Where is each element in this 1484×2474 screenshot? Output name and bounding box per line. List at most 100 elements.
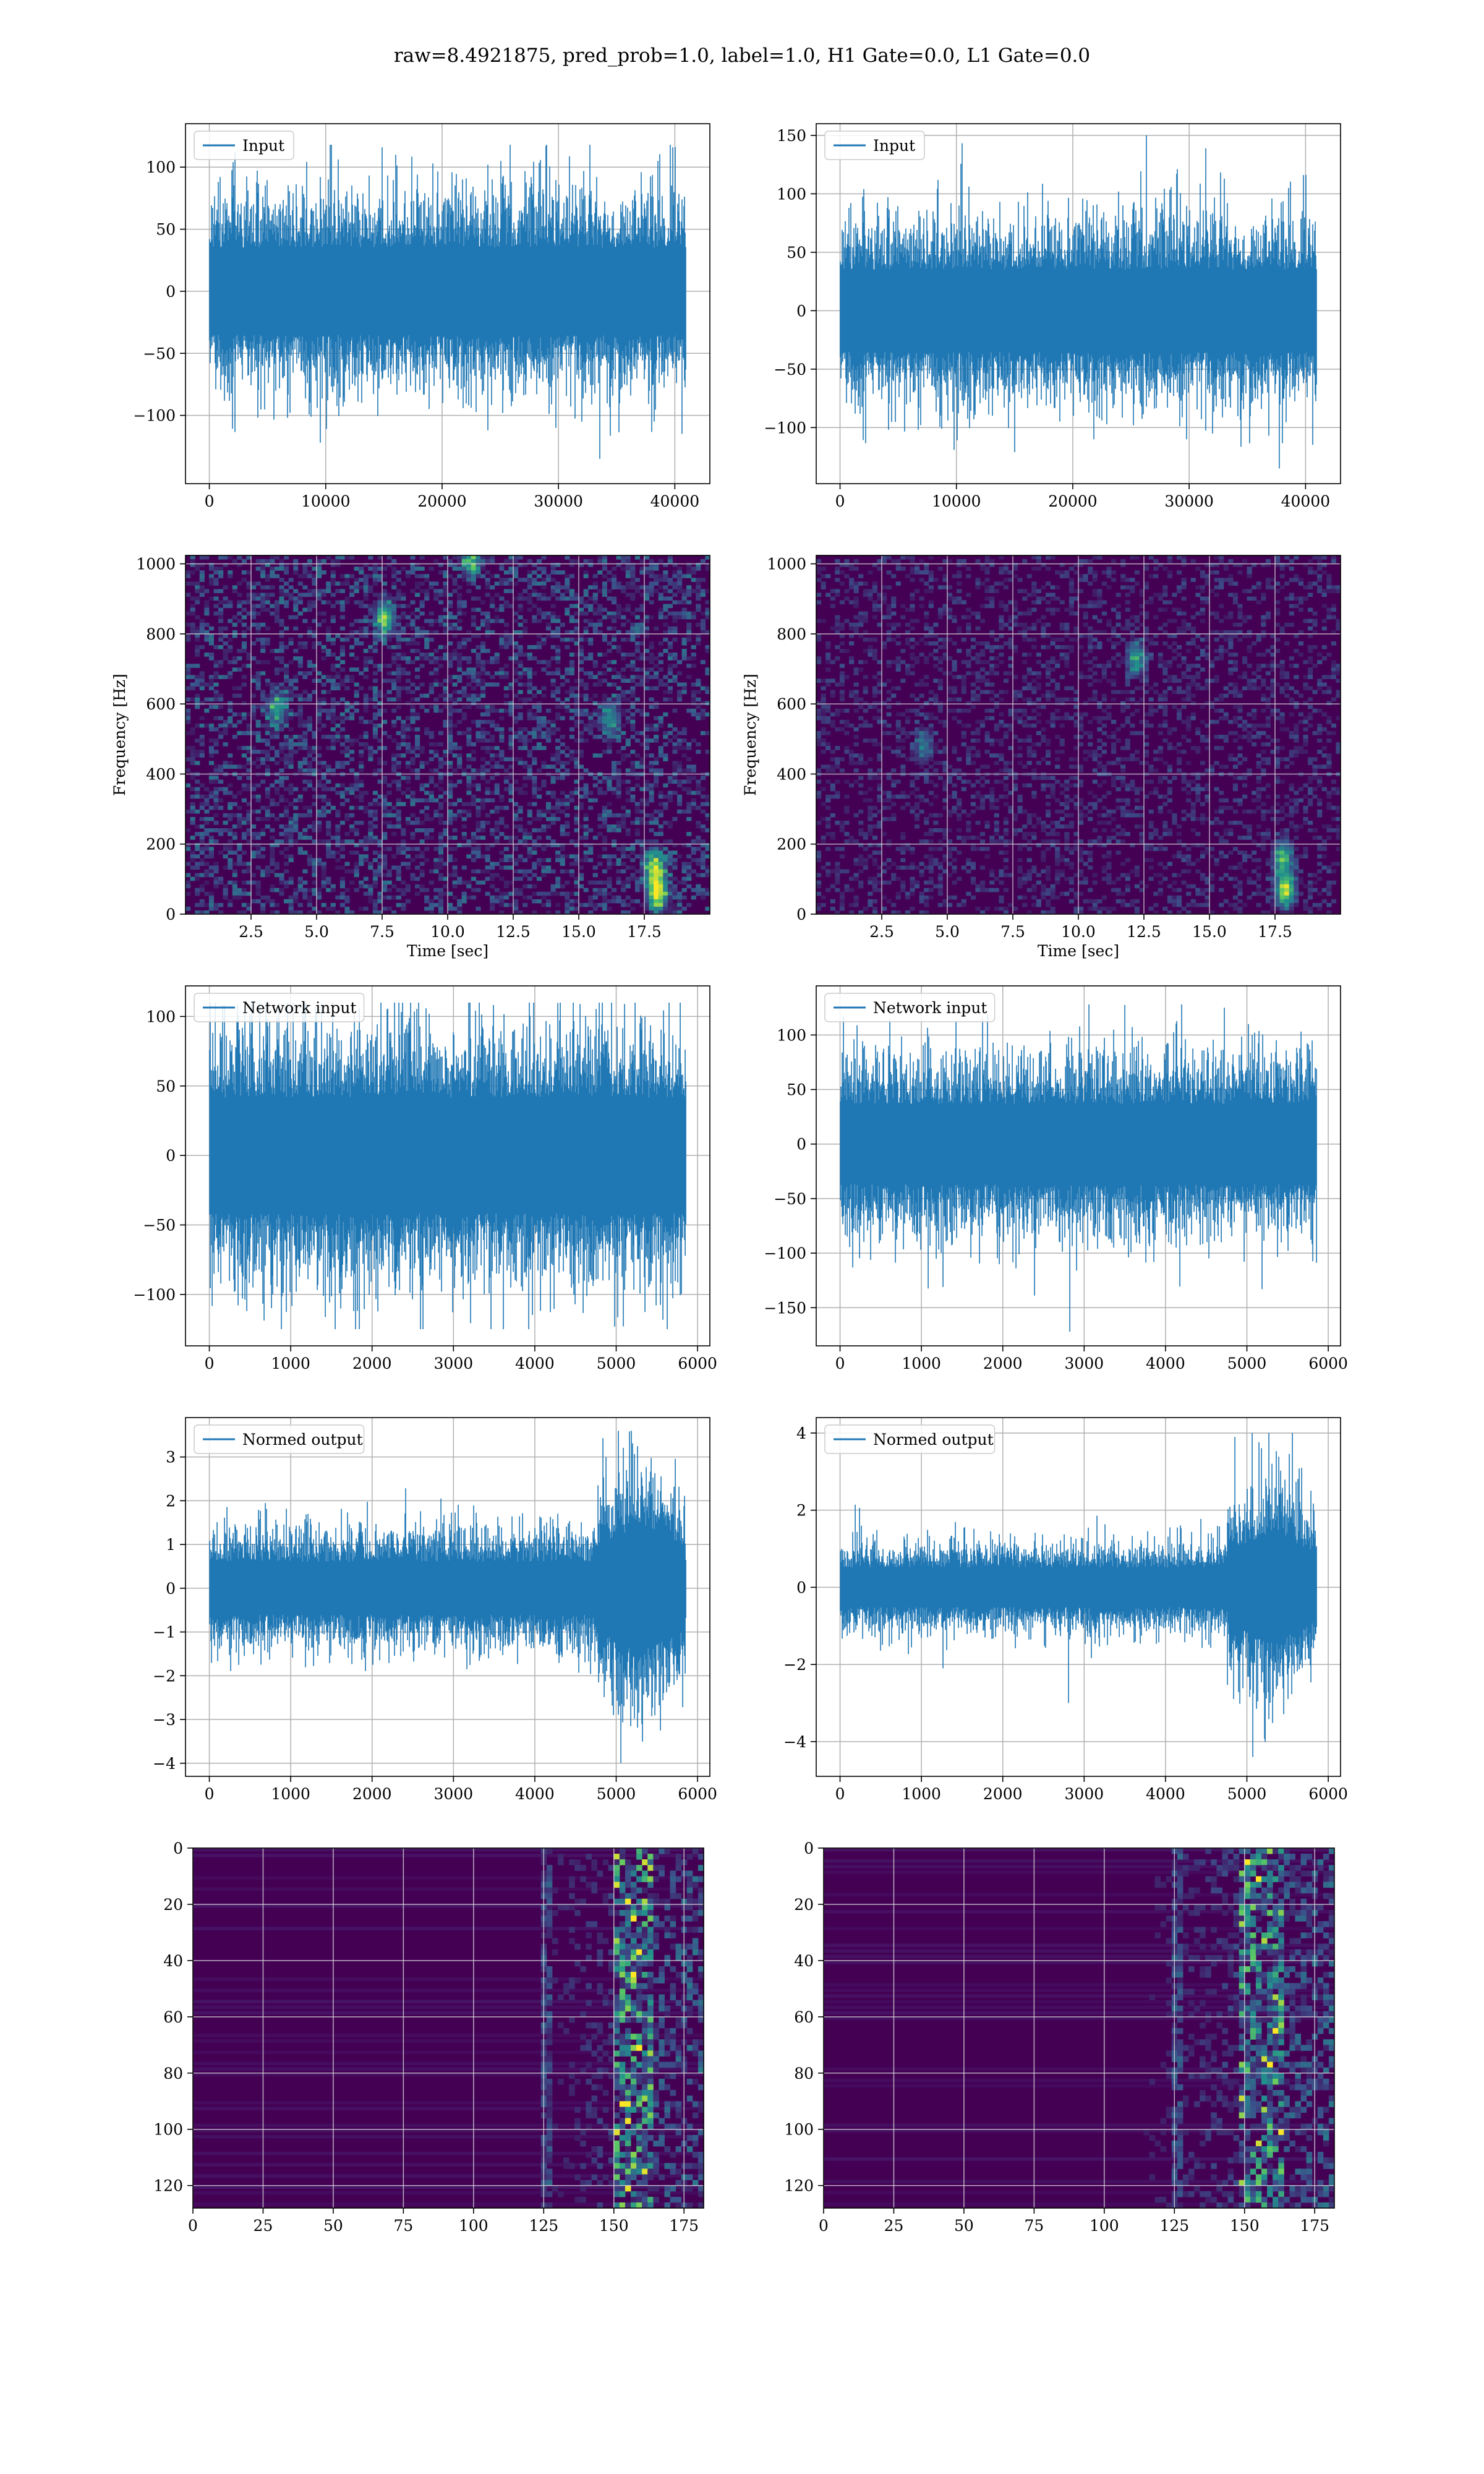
spec-h1-cell (452, 675, 458, 679)
spec-h1-cell (644, 902, 650, 907)
spec-h1-cell (494, 708, 500, 713)
spec-h1-cell (237, 730, 242, 735)
spec-h1-cell (583, 888, 589, 892)
spec-h1-cell (499, 798, 505, 803)
spec-h1-cell (401, 611, 406, 616)
spec-h1-cell (302, 757, 308, 761)
spec-h1-cell (658, 559, 663, 563)
spec-h1-cell (237, 895, 242, 900)
spec-h1-cell (546, 708, 552, 713)
spec-h1-cell (667, 690, 673, 695)
spec-h1-cell (588, 798, 594, 803)
spec-h1-cell (195, 637, 200, 642)
spec-h1-cell (349, 757, 355, 761)
spec-h1-cell (555, 746, 561, 750)
spec-h1-cell (471, 895, 477, 900)
spec-h1-cell (359, 671, 364, 675)
spec-h1-cell (485, 611, 490, 616)
spec-h1-cell (612, 828, 617, 833)
spec-h1-cell (639, 708, 645, 713)
spec-l1-cell (835, 764, 840, 769)
spec-h1-cell (391, 805, 397, 810)
spec-h1-cell (579, 836, 584, 840)
spec-h1-cell (237, 862, 242, 867)
spec-h1-cell (213, 884, 219, 889)
spec-h1-cell (317, 862, 322, 867)
spec-h1-cell (480, 836, 486, 840)
spec-h1-cell (223, 895, 228, 900)
spec-h1-cell (644, 839, 650, 844)
spec-h1-cell (499, 607, 505, 612)
spec-h1-cell (326, 876, 331, 881)
spec-h1-cell (443, 555, 448, 560)
spec-h1-cell (297, 813, 303, 818)
spec-l1-cell (835, 757, 840, 761)
spec-h1-cell (663, 873, 668, 878)
spec-l1-cell (825, 660, 831, 664)
spec-h1-cell (199, 701, 205, 706)
spec-h1-cell (213, 798, 219, 803)
spec-h1-cell (592, 783, 598, 788)
spec-h1-cell (667, 824, 673, 829)
spec-h1-cell (330, 641, 336, 646)
spec-l1-cell (835, 794, 840, 799)
spec-h1-cell (503, 581, 510, 586)
spec-h1-cell (265, 559, 270, 563)
spec-h1-cell (555, 727, 561, 732)
spec-h1-cell (288, 820, 294, 825)
spec-h1-cell (293, 798, 299, 803)
spec-h1-cell (654, 735, 659, 739)
spec-h1-cell (574, 626, 579, 631)
spec-h1-cell (612, 701, 617, 706)
spec-h1-cell (405, 764, 411, 769)
spec-h1-cell (199, 555, 205, 560)
spec-h1-cell (321, 813, 326, 818)
spec-h1-cell (204, 611, 210, 616)
spec-h1-cell (518, 854, 523, 858)
spec-h1-cell (452, 555, 458, 560)
spec-h1-cell (382, 794, 388, 799)
spec-h1-cell (574, 757, 579, 761)
spec-h1-cell (457, 593, 463, 597)
spec-h1-cell (448, 611, 453, 616)
spec-h1-cell (667, 589, 673, 594)
spec-h1-cell (246, 656, 252, 661)
spec-h1-cell (536, 787, 542, 792)
spec-h1-cell (279, 708, 284, 713)
spec-h1-cell (522, 895, 528, 900)
spec-h1-cell (546, 910, 552, 915)
spec-h1-cell (372, 906, 378, 911)
spec-h1-cell (270, 869, 275, 874)
spec-h1-cell (396, 730, 401, 735)
spec-h1-cell (363, 891, 369, 896)
spec-h1-cell (448, 735, 453, 739)
spec-h1-cell (270, 798, 275, 803)
spec-h1-cell (494, 653, 500, 657)
spec-h1-cell (424, 589, 430, 594)
spec-h1-cell (270, 828, 275, 833)
spec-h1-cell (255, 604, 261, 609)
spec-h1-cell (443, 607, 448, 612)
spec-h1-cell (199, 589, 205, 594)
spec-h1-cell (339, 574, 346, 578)
spec-h1-cell (621, 585, 626, 589)
spec-h1-cell (663, 742, 668, 747)
spec-h1-cell (293, 805, 299, 810)
spec-l1-cell (835, 615, 840, 620)
spec-h1-cell (588, 607, 594, 612)
spec-h1-cell (639, 641, 645, 646)
spec-h1-cell (649, 862, 654, 867)
spec-h1-cell (485, 578, 490, 582)
spec-h1-cell (634, 555, 641, 560)
spec-h1-cell (391, 854, 397, 858)
spec-h1-cell (592, 607, 598, 612)
spec-h1-cell (527, 682, 532, 687)
spec-l1-cell (839, 633, 845, 638)
spec-h1-cell (321, 645, 326, 649)
spec-h1-cell (317, 596, 322, 601)
spec-h1-cell (565, 589, 570, 594)
spec-h1-cell (195, 693, 200, 698)
spec-l1-cell (825, 820, 831, 825)
spec-h1-cell (634, 738, 641, 743)
spec-h1-cell (508, 559, 514, 563)
